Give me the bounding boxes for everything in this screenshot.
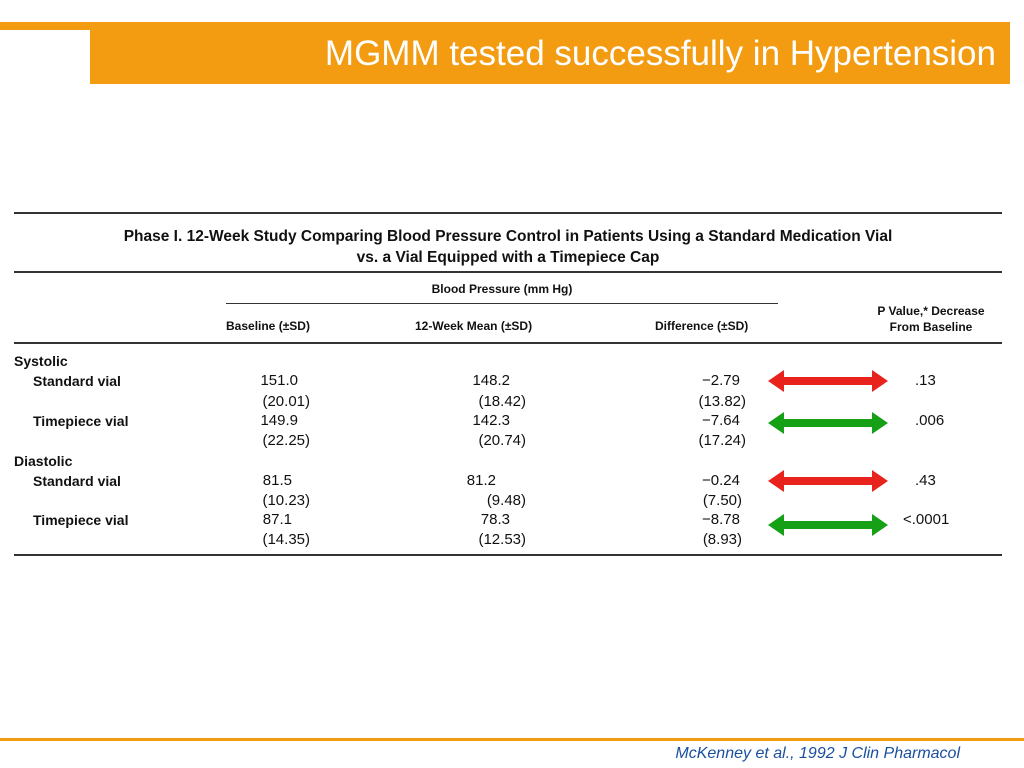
- difference-value: −7.64: [702, 412, 740, 429]
- difference-sd: (17.24): [698, 432, 746, 449]
- blood-pressure-group-header: Blood Pressure (mm Hg): [431, 282, 573, 296]
- difference-value: −2.79: [702, 372, 740, 389]
- week12-sd: (18.42): [478, 393, 526, 410]
- double-arrow-icon: [768, 514, 888, 536]
- difference-value: −8.78: [702, 511, 740, 528]
- p-value-header-line2: From Baseline: [889, 320, 973, 334]
- double-arrow-icon: [768, 370, 888, 392]
- p-value-header-line1: P Value,* Decrease: [877, 304, 985, 318]
- title-bar: MGMM tested successfully in Hypertension: [0, 22, 1010, 84]
- caption-rule: [14, 271, 1002, 273]
- col-header-difference: Difference (±SD): [655, 319, 749, 333]
- table-caption-line1: Phase I. 12-Week Study Comparing Blood P…: [123, 228, 893, 245]
- week12-sd: (20.74): [478, 432, 526, 449]
- baseline-value: 87.1: [262, 511, 292, 528]
- row-label: Standard vial: [33, 473, 121, 489]
- baseline-sd: (10.23): [262, 492, 310, 509]
- baseline-value: 81.5: [262, 472, 292, 489]
- week12-value: 142.3: [472, 412, 510, 429]
- col-header-baseline: Baseline (±SD): [226, 319, 310, 333]
- header-bottom-rule: [14, 342, 1002, 344]
- double-arrow-icon: [768, 470, 888, 492]
- table-bottom-rule: [14, 554, 1002, 556]
- week12-sd: (9.48): [486, 492, 526, 509]
- baseline-sd: (20.01): [262, 393, 310, 410]
- table-caption: Phase I. 12-Week Study Comparing Blood P…: [14, 226, 1002, 268]
- group-label-systolic: Systolic: [14, 353, 68, 369]
- double-arrow-icon: [768, 412, 888, 434]
- title-bar-cutout: [0, 30, 90, 84]
- week12-value: 78.3: [480, 511, 510, 528]
- p-value: <.0001: [903, 511, 950, 528]
- difference-sd: (7.50): [702, 492, 742, 509]
- baseline-sd: (14.35): [262, 531, 310, 548]
- footer-rule: [0, 738, 1024, 741]
- week12-value: 81.2: [466, 472, 496, 489]
- baseline-value: 149.9: [260, 412, 298, 429]
- difference-value: −0.24: [702, 472, 740, 489]
- p-value: .13: [915, 372, 936, 389]
- citation: McKenney et al., 1992 J Clin Pharmacol: [675, 745, 960, 762]
- slide-title: MGMM tested successfully in Hypertension: [324, 34, 996, 73]
- col-header-12week: 12-Week Mean (±SD): [415, 319, 533, 333]
- difference-sd: (8.93): [702, 531, 742, 548]
- group-header-rule: [226, 303, 778, 304]
- week12-sd: (12.53): [478, 531, 526, 548]
- p-value: .43: [915, 472, 936, 489]
- difference-sd: (13.82): [698, 393, 746, 410]
- baseline-sd: (22.25): [262, 432, 310, 449]
- week12-value: 148.2: [472, 372, 510, 389]
- baseline-value: 151.0: [260, 372, 298, 389]
- row-label: Timepiece vial: [33, 512, 129, 528]
- table-top-rule: [14, 212, 1002, 214]
- col-header-p-value: P Value,* Decrease From Baseline: [846, 303, 1016, 335]
- p-value: .006: [915, 412, 945, 429]
- table-caption-line2: vs. a Vial Equipped with a Timepiece Cap: [356, 249, 660, 266]
- row-label: Standard vial: [33, 373, 121, 389]
- group-label-diastolic: Diastolic: [14, 453, 73, 469]
- row-label: Timepiece vial: [33, 413, 129, 429]
